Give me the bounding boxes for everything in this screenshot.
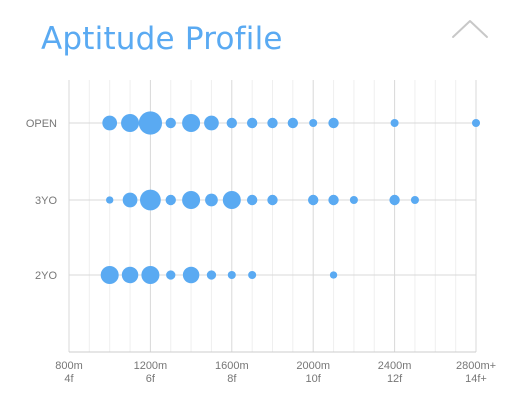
data-point: [182, 113, 201, 133]
page-title: Aptitude Profile: [41, 21, 283, 57]
data-point: [410, 195, 419, 205]
data-point: [389, 194, 400, 206]
data-point: [309, 118, 318, 128]
x-tick-label: 1200m: [134, 360, 168, 372]
x-tick-sublabel: 4f: [64, 373, 74, 385]
y-tick-label: OPEN: [26, 118, 57, 130]
x-tick-sublabel: 8f: [227, 373, 237, 385]
data-point: [121, 266, 139, 284]
x-tick-label: 1600m: [215, 360, 249, 372]
x-tick-sublabel: 14f+: [465, 373, 487, 385]
data-point: [246, 194, 258, 206]
data-point: [102, 115, 118, 131]
data-point: [165, 194, 176, 206]
data-point: [287, 117, 299, 129]
data-point: [122, 192, 138, 208]
data-point: [471, 118, 481, 128]
x-tick-sublabel: 12f: [387, 373, 403, 385]
x-tick-sublabel: 6f: [146, 373, 156, 385]
aptitude-chart: OPEN 3YO 2YO 800m 4f 1200m 6f 1600m 8f 2000m 10f 24…: [0, 80, 520, 408]
x-tick-label: 800m: [55, 360, 83, 372]
data-point: [246, 117, 258, 129]
data-point: [227, 270, 236, 280]
x-tick-label: 2800m+: [456, 360, 496, 372]
data-point: [328, 117, 339, 129]
data-point: [165, 117, 176, 129]
data-point: [204, 115, 219, 131]
data-point: [329, 271, 338, 279]
data-point: [206, 270, 217, 280]
chevron-up-icon: [452, 20, 488, 38]
data-point: [100, 265, 119, 285]
y-tick-label: 2YO: [35, 270, 57, 282]
data-point: [222, 190, 241, 210]
x-tick-sublabel: 10f: [306, 373, 322, 385]
collapse-button[interactable]: [448, 16, 492, 46]
chart-header: Aptitude Profile: [0, 0, 520, 80]
y-tick-label: 3YO: [35, 195, 57, 207]
data-point: [138, 111, 163, 135]
data-point: [248, 270, 257, 280]
data-point: [182, 266, 200, 284]
data-point: [106, 196, 114, 204]
data-point: [267, 117, 278, 129]
data-point: [141, 265, 160, 285]
data-point: [390, 118, 399, 128]
data-point: [121, 113, 140, 133]
data-point: [308, 194, 319, 206]
data-point: [349, 195, 358, 205]
data-point: [166, 270, 176, 280]
data-point: [182, 190, 201, 210]
data-point: [140, 189, 161, 211]
x-tick-label: 2400m: [378, 360, 412, 372]
x-tick-label: 2000m: [296, 360, 330, 372]
data-point: [267, 194, 278, 206]
data-point: [328, 194, 339, 206]
data-point: [205, 193, 218, 207]
data-point: [226, 117, 237, 129]
